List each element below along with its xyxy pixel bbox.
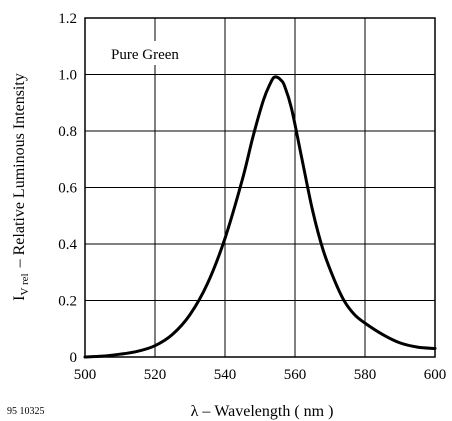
y-tick-label: 0 [70,350,78,366]
y-tick-labels: 0 0.2 0.4 0.6 0.8 1.0 1.2 [58,11,77,366]
y-axis-label-symbol: I [11,295,28,300]
y-tick-label: 0.4 [58,237,77,253]
y-tick-label: 0.8 [58,124,77,140]
x-tick-label: 500 [74,367,97,383]
series-line-pure-green [83,75,437,359]
grid-lines [85,18,435,357]
figure-id: 95 10325 [7,406,45,417]
x-tick-label: 600 [424,367,447,383]
x-tick-labels: 500 520 540 560 580 600 [74,367,447,383]
y-tick-label: 0.6 [58,181,77,197]
y-tick-label: 1.0 [58,68,77,84]
plot-area [84,17,436,358]
x-axis-label: λ – Wavelength ( nm ) [191,403,334,420]
y-tick-label: 0.2 [58,294,77,310]
y-axis-label-text: – Relative Luminous Intensity [11,73,28,268]
x-tick-label: 520 [144,367,167,383]
y-axis-label: IV rel – Relative Luminous Intensity [11,73,31,301]
x-tick-label: 580 [354,367,377,383]
x-tick-label: 540 [214,367,237,383]
x-tick-label: 560 [284,367,307,383]
series-label: Pure Green [111,47,179,63]
y-axis-label-subscript: V rel [19,273,31,295]
series-label-background [107,41,201,65]
y-tick-label: 1.2 [58,11,77,27]
